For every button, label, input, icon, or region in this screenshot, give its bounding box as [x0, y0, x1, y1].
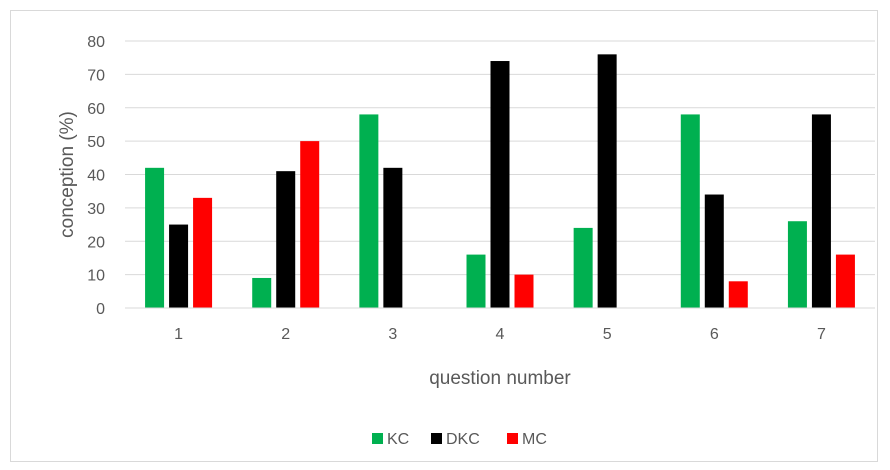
- bar-kc-q7: [787, 221, 807, 308]
- legend-swatch-kc: [372, 433, 383, 444]
- legend-label-dkc: DKC: [446, 431, 480, 448]
- y-tick-label: 20: [87, 234, 105, 251]
- y-axis-ticks: 0 10 20 30 40 50 60 70 80: [87, 34, 105, 318]
- legend-swatch-mc: [507, 433, 518, 444]
- y-tick-label: 10: [87, 268, 105, 285]
- bar-dkc-q6: [704, 194, 724, 308]
- x-tick-label: 4: [496, 326, 505, 343]
- bars: [145, 54, 855, 309]
- bar-kc-q5: [573, 227, 593, 308]
- y-tick-label: 50: [87, 134, 105, 151]
- bar-mc-q4: [514, 274, 534, 308]
- bar-mc-q6: [728, 281, 748, 308]
- x-tick-label: 7: [817, 326, 826, 343]
- bar-dkc-q3: [383, 167, 403, 308]
- legend-label-mc: MC: [522, 431, 547, 448]
- bar-dkc-q1: [169, 224, 189, 308]
- x-tick-label: 5: [603, 326, 612, 343]
- bar-kc-q6: [680, 114, 700, 308]
- y-tick-label: 0: [96, 301, 105, 318]
- x-tick-label: 3: [388, 326, 397, 343]
- bar-mc-q7: [835, 254, 855, 308]
- bar-dkc-q5: [597, 54, 617, 308]
- x-axis-ticks: 1 2 3 4 5 6 7: [174, 326, 826, 343]
- bar-kc-q3: [359, 114, 379, 308]
- y-tick-label: 40: [87, 168, 105, 185]
- legend-label-kc: KC: [387, 431, 409, 448]
- bar-mc-q2: [300, 141, 320, 308]
- x-tick-label: 6: [710, 326, 719, 343]
- x-tick-label: 1: [174, 326, 183, 343]
- bar-dkc-q2: [276, 171, 296, 308]
- y-tick-label: 70: [87, 67, 105, 84]
- bar-dkc-q7: [811, 114, 831, 308]
- bar-kc-q1: [145, 167, 165, 308]
- bar-kc-q2: [252, 277, 272, 308]
- y-axis-title: conception (%): [57, 111, 78, 238]
- y-tick-label: 30: [87, 201, 105, 218]
- bar-dkc-q4: [490, 61, 510, 309]
- y-tick-label: 80: [87, 34, 105, 51]
- x-tick-label: 2: [281, 326, 290, 343]
- y-tick-label: 60: [87, 101, 105, 118]
- x-axis-title: question number: [429, 368, 571, 389]
- legend-swatch-dkc: [431, 433, 442, 444]
- legend: KC DKC MC: [372, 431, 547, 448]
- bar-mc-q1: [193, 197, 213, 308]
- bar-kc-q4: [466, 254, 486, 308]
